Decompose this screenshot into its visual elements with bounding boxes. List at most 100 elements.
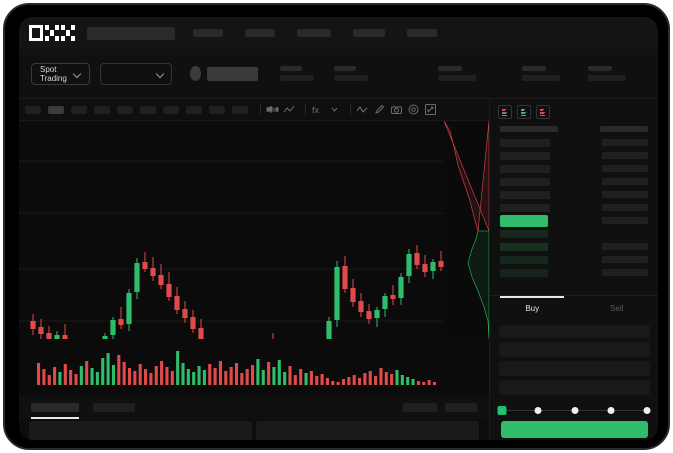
orderbook-bid-row[interactable] [500,253,648,266]
logo-letter-o [29,25,43,41]
chevron-down-icon[interactable] [328,103,341,116]
top-navigation-bar [19,17,658,49]
volume-histogram [19,339,489,395]
timeframe-button-7[interactable] [163,105,179,114]
orderbook-header-amount [600,126,648,132]
nav-item-2[interactable] [245,29,275,37]
app-screen: Spot Trading [19,17,658,440]
tab-open-orders[interactable] [31,402,79,419]
timeframe-button-9[interactable] [209,105,225,114]
toolbar-divider [305,104,306,115]
stat-label [521,66,546,71]
timeframe-button-3[interactable] [71,105,87,114]
timeframe-button-8[interactable] [186,105,202,114]
mode-bars [502,109,508,116]
tab-order-history[interactable] [93,402,135,412]
chevron-down-icon [157,70,164,77]
order-type-field[interactable] [499,325,650,338]
stat-24h-turnover [587,66,626,81]
fullscreen-icon[interactable] [424,103,437,116]
orderbook-mode-asks-icon[interactable] [536,105,550,119]
slider-track[interactable] [497,405,651,415]
orderbook-bid-row[interactable] [500,240,648,253]
tab-sell-label: Sell [610,304,624,313]
slider-dot-0[interactable] [497,405,507,415]
candlestick-chart-svg [19,160,489,339]
orderbook-header-price [500,126,558,132]
orderbook-ask-row[interactable] [500,149,648,162]
timeframe-button-2[interactable] [48,105,64,114]
spot-trading-label: Spot Trading [40,64,67,83]
bottom-panel-right[interactable] [256,421,479,440]
stat-label [333,66,356,71]
buy-submit-button[interactable] [501,421,648,438]
stat-value [279,75,314,81]
svg-text:fx: fx [312,105,320,115]
orderbook-ask-row[interactable] [500,136,648,149]
device-frame: Spot Trading [3,3,670,450]
orderbook-ask-row[interactable] [500,201,648,214]
tab-filter[interactable] [403,402,437,412]
orderbook-rows [490,136,658,279]
stat-24h-high [333,66,368,81]
stat-value [333,75,368,81]
orderbook-mode-both-icon[interactable] [498,105,512,119]
slider-dot-50[interactable] [571,406,578,414]
orderbook-ask-row[interactable] [500,188,648,201]
settings-gear-icon[interactable] [407,103,420,116]
mode-bars [521,109,527,116]
timeframe-button-5[interactable] [117,105,133,114]
timeframe-button-1[interactable] [25,105,41,114]
orderbook-mode-bids-icon[interactable] [517,105,531,119]
orderbook-current-price[interactable] [500,214,648,227]
amount-field[interactable] [499,361,650,376]
global-search-input[interactable] [87,26,175,40]
stat-24h-volume [521,66,560,81]
orderbook-column-headers [490,123,658,136]
market-subheader: Spot Trading [19,49,658,99]
timeframe-button-6[interactable] [140,105,156,114]
bottom-panel-left[interactable] [29,421,252,440]
orders-content-panels [19,419,489,440]
drawing-pencil-icon[interactable] [373,103,386,116]
slider-dot-75[interactable] [607,406,615,414]
stat-24h-low [437,66,476,81]
orderbook-bid-row[interactable] [500,227,648,240]
indicators-icon[interactable]: fx [311,103,324,116]
logo-letter-k [45,25,59,41]
stat-label [587,66,612,71]
nav-item-5[interactable] [407,29,437,37]
price-field[interactable] [499,342,650,357]
timeframe-button-4[interactable] [94,105,110,114]
orderbook-bid-row[interactable] [500,266,648,279]
stat-value [521,75,560,81]
logo-letter-x [61,25,75,41]
spot-trading-dropdown[interactable]: Spot Trading [31,62,90,85]
nav-item-1[interactable] [193,29,223,37]
slider-dot-25[interactable] [534,406,542,414]
stat-value [587,75,626,81]
orderbook-ask-row[interactable] [500,162,648,175]
nav-item-4[interactable] [353,29,385,37]
trade-form-fields [490,321,658,403]
total-field[interactable] [499,380,650,395]
trading-pair-select[interactable] [99,62,173,85]
candlestick-chart[interactable] [19,121,489,339]
okx-logo[interactable] [29,25,75,41]
timeframe-button-10[interactable] [232,105,248,114]
nav-item-3[interactable] [297,29,331,37]
tab-sell[interactable]: Sell [575,296,659,321]
orderbook-trade-panel: Buy Sell [489,99,658,440]
camera-snapshot-icon[interactable] [390,103,403,116]
area-chart-icon[interactable] [356,103,369,116]
tab-options[interactable] [445,402,477,412]
tab-buy[interactable]: Buy [490,296,575,321]
line-chart-icon[interactable] [283,103,296,116]
chart-toolbar: fx [19,99,489,121]
toolbar-divider [350,104,351,115]
candlestick-chart-icon[interactable] [266,103,279,116]
amount-percent-slider[interactable] [490,399,658,421]
stat-24h-change [279,66,314,81]
slider-dot-100[interactable] [643,406,651,414]
orderbook-ask-row[interactable] [500,175,648,188]
